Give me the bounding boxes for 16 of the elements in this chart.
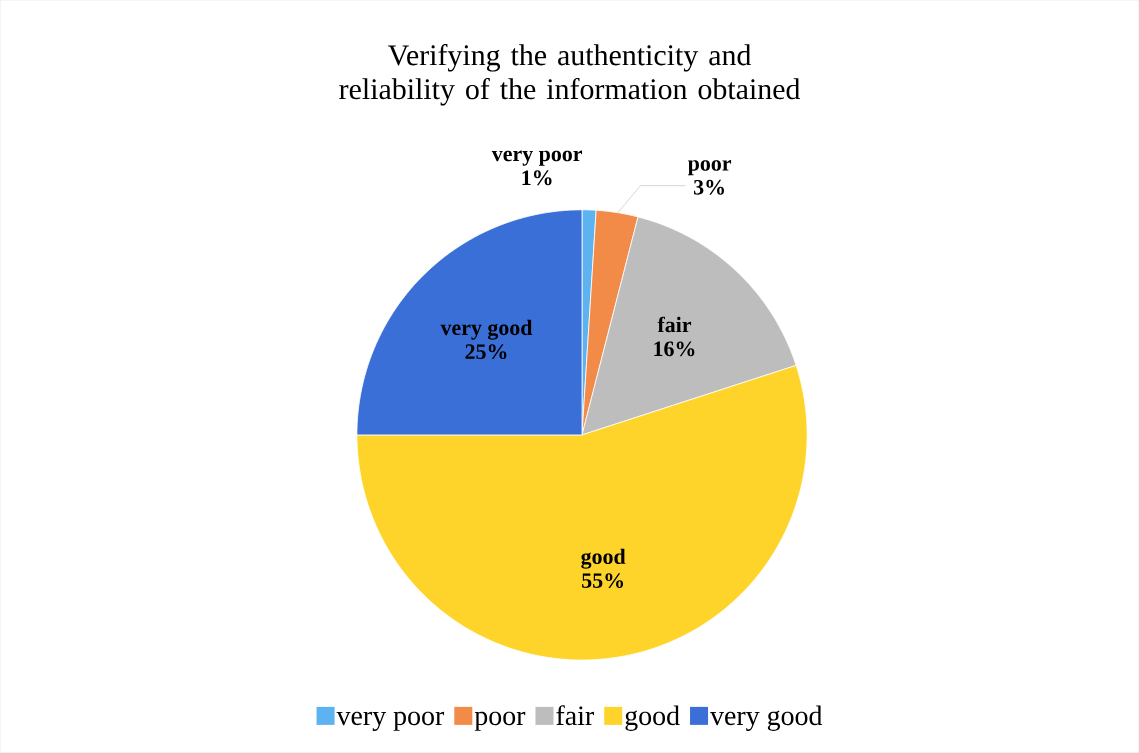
slice-label: very poor xyxy=(491,150,583,166)
legend-label: poor xyxy=(474,711,526,731)
data-label: 1% xyxy=(522,170,552,186)
legend-label: very poor xyxy=(336,711,445,732)
data-label: 3% xyxy=(693,179,724,195)
data-label: 55% xyxy=(582,573,624,589)
data-label: 16% xyxy=(654,341,695,357)
slice-label: very good xyxy=(440,319,533,340)
chart-title: Verifying the authenticity and reliability of the information obtained xyxy=(339,44,801,106)
data-label: 25% xyxy=(465,344,507,360)
slice-label: poor xyxy=(687,160,732,176)
legend-label: very good xyxy=(710,705,823,732)
slice-label: fair xyxy=(657,316,692,333)
slice-label: good xyxy=(581,548,626,569)
legend-label: fair xyxy=(556,705,594,726)
legend-label: good xyxy=(625,705,680,732)
